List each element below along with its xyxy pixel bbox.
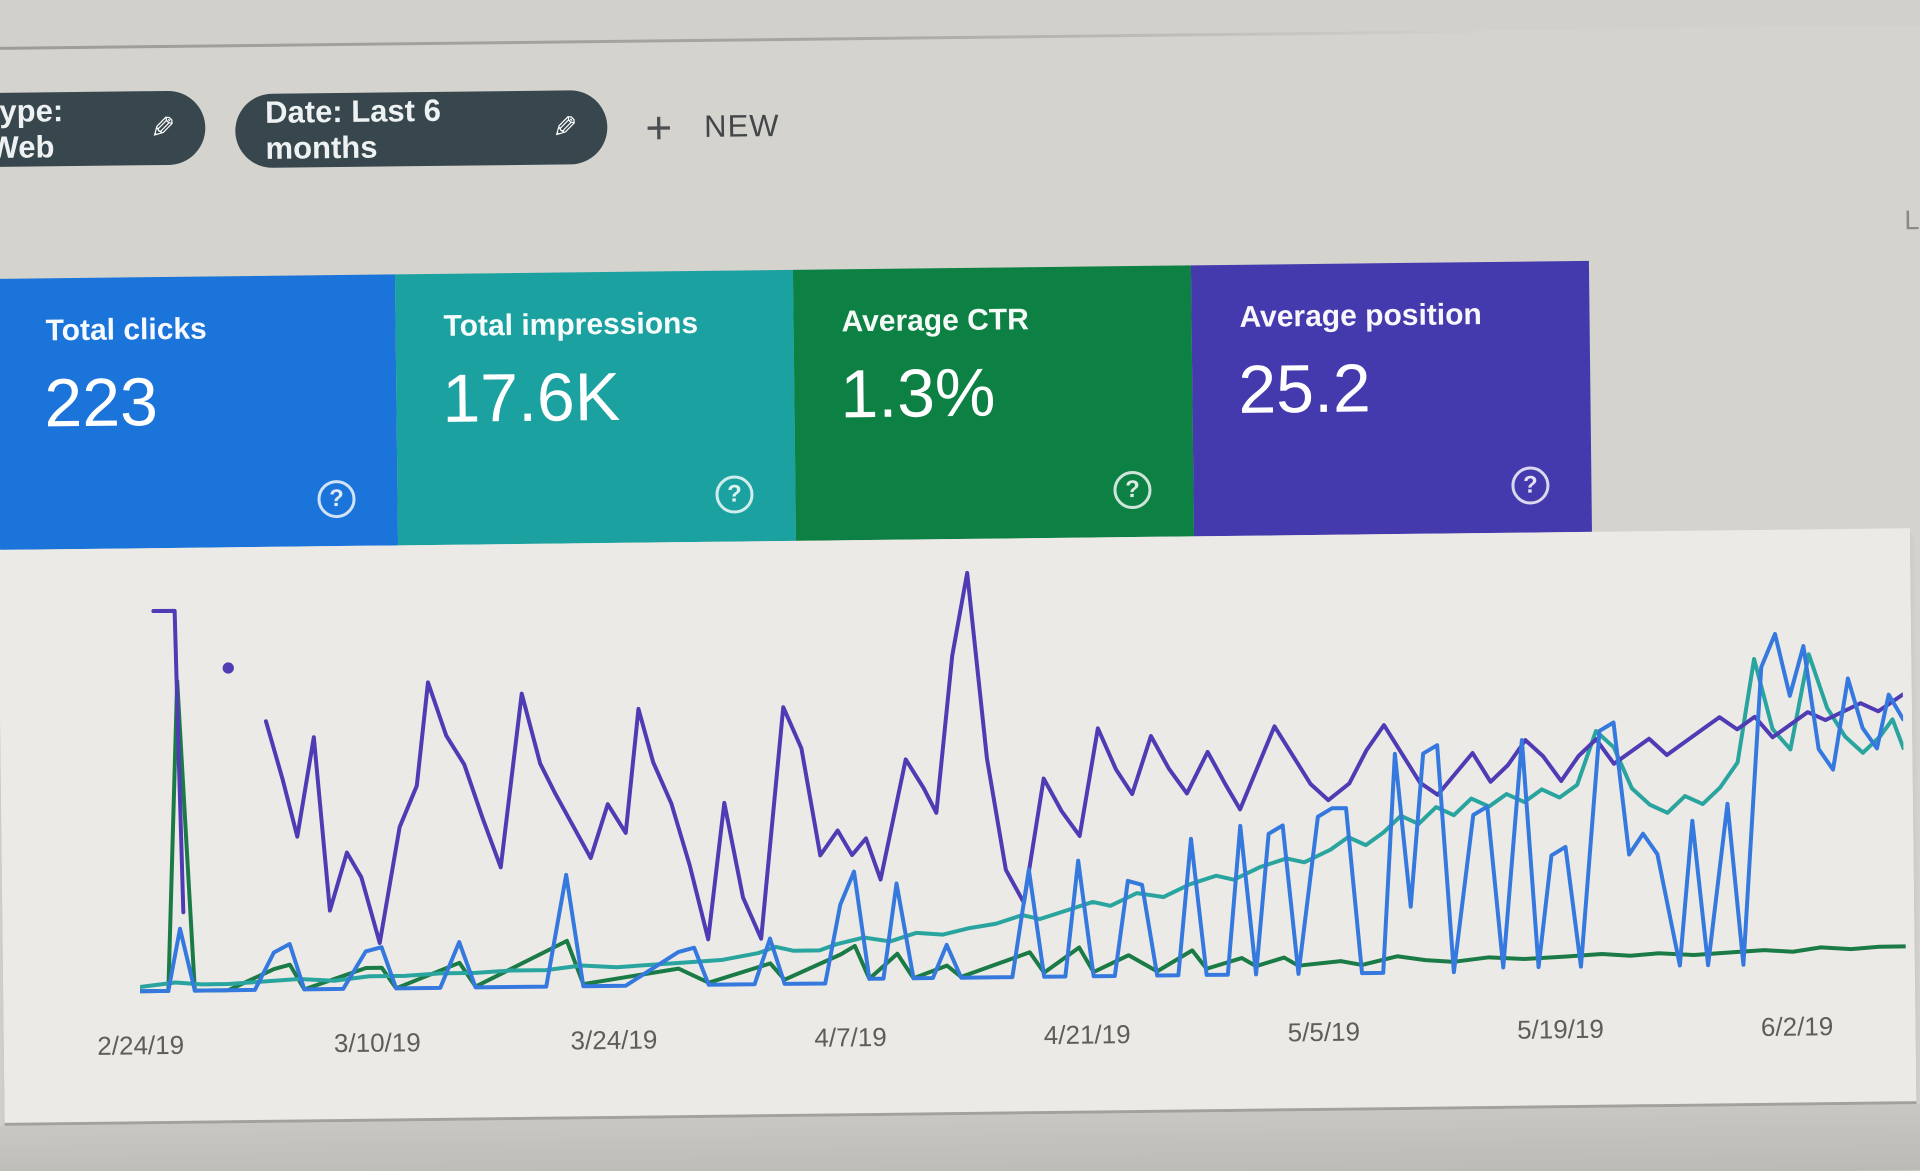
metrics-row: Total clicks 223 ? Total impressions 17.… (0, 260, 1592, 550)
performance-chart-panel: 2/24/19 3/10/19 3/24/19 4/7/19 4/21/19 5/5/19… (0, 528, 1917, 1123)
x-tick-label: 3/10/19 (333, 1027, 421, 1059)
filter-chip-type-label: type: Web (0, 93, 64, 165)
metric-card-average-position[interactable]: Average position 25.2 ? (1190, 260, 1592, 537)
new-filter-label: NEW (703, 108, 780, 144)
metric-value: 223 (43, 364, 159, 442)
metric-card-average-ctr[interactable]: Average CTR 1.3% ? (792, 265, 1194, 541)
x-axis-labels: 2/24/19 3/10/19 3/24/19 4/7/19 4/21/19 5/5/19… (97, 1010, 1907, 1074)
x-tick-label: 3/24/19 (570, 1024, 658, 1056)
metric-label: Total clicks (45, 312, 207, 348)
edit-pencil-icon[interactable]: ✎ (551, 110, 578, 145)
filter-chip-row: type: Web ✎ Date: Last 6 months ✎ + NEW … (0, 57, 1920, 235)
new-filter-button[interactable]: + NEW (645, 94, 780, 160)
plus-icon: + (645, 101, 673, 154)
metric-value: 17.6K (441, 358, 621, 437)
help-icon[interactable]: ? (715, 475, 754, 514)
total-impressions-line (136, 653, 1905, 987)
metric-value: 1.3% (839, 354, 996, 433)
average-position-line (264, 562, 1905, 944)
filter-chip-date-label: Date: Last 6 months (264, 92, 442, 166)
x-tick-label: 4/7/19 (814, 1021, 887, 1053)
edit-pencil-icon[interactable]: ✎ (149, 111, 176, 145)
metric-label: Total impressions (443, 306, 699, 343)
help-icon[interactable]: ? (1113, 470, 1152, 510)
help-icon[interactable]: ? (1511, 466, 1550, 505)
metric-card-total-impressions[interactable]: Total impressions 17.6K ? (394, 269, 797, 546)
x-tick-label: 2/24/19 (97, 1029, 185, 1061)
metric-value: 25.2 (1237, 350, 1372, 428)
x-tick-label: 5/5/19 (1287, 1016, 1361, 1048)
partial-text-top-right: La (1904, 204, 1920, 236)
total-clicks-line (136, 633, 1906, 992)
help-icon[interactable]: ? (317, 479, 356, 519)
filter-chip-date-range[interactable]: Date: Last 6 months ✎ (234, 89, 608, 169)
average-position-line-start-segment (153, 611, 183, 913)
metric-label: Average CTR (841, 303, 1029, 339)
x-tick-label: 4/21/19 (1043, 1019, 1131, 1051)
x-tick-label: 6/2/19 (1760, 1011, 1834, 1042)
metric-card-total-clicks[interactable]: Total clicks 223 ? (0, 274, 399, 550)
metric-label: Average position (1239, 298, 1482, 334)
top-band (0, 0, 1920, 48)
performance-chart-svg (135, 552, 1906, 1004)
x-tick-label: 5/19/19 (1516, 1013, 1605, 1045)
average-position-line-isolated-point (222, 662, 234, 674)
filter-chip-search-type[interactable]: type: Web ✎ (0, 90, 206, 168)
